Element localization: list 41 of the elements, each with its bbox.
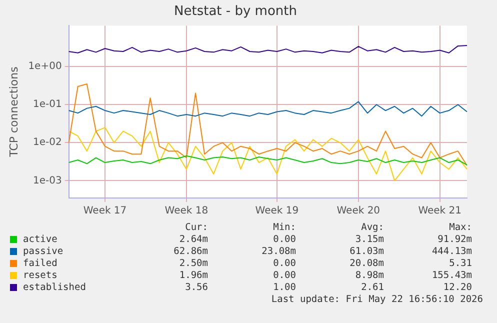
x-tick-label: Week 19: [255, 206, 299, 217]
text: 2.61: [360, 282, 384, 294]
text: 91.92m: [436, 234, 472, 246]
y-tick-label: 1e-02: [32, 137, 62, 148]
text: Cur:: [184, 222, 208, 234]
text: Min:: [272, 222, 296, 234]
text: 0.00: [272, 258, 296, 270]
text: Last update: Fri May 22 16:56:10 2026: [271, 294, 483, 305]
text: 2.64m: [178, 234, 208, 246]
legend-label: active: [22, 234, 58, 246]
legend-label: established: [22, 282, 87, 294]
y-tick-label: 1e-01: [32, 99, 62, 110]
text: Avg:: [360, 222, 384, 234]
x-tick-label: Week 17: [83, 206, 127, 217]
text: 444.13m: [430, 246, 472, 258]
text: 23.08m: [260, 246, 296, 258]
text: 0.00: [272, 234, 296, 246]
legend-label: resets: [22, 270, 58, 282]
text: 20.08m: [348, 258, 384, 270]
text: Max:: [448, 222, 472, 234]
text: 0.00: [272, 270, 296, 282]
x-tick-label: Week 20: [336, 206, 380, 217]
x-tick-label: Week 18: [164, 206, 208, 217]
text: 8.98m: [354, 270, 384, 282]
legend-label: passive: [22, 246, 64, 258]
text: 2.50m: [178, 258, 208, 270]
y-tick-label: 1e+00: [28, 61, 62, 72]
text: 61.03m: [348, 246, 384, 258]
y-tick-label: 1e-03: [32, 175, 62, 186]
text: 1.96m: [178, 270, 208, 282]
y-axis-title: TCP connections: [7, 66, 20, 158]
x-tick-label: Week 21: [418, 206, 462, 217]
text: 12.20: [442, 282, 472, 294]
legend-label: failed: [22, 258, 58, 270]
text: 62.86m: [172, 246, 208, 258]
text: 3.56: [184, 282, 208, 294]
chart-title: Netstat - by month: [174, 4, 297, 20]
text: 1.00: [272, 282, 296, 294]
text: 3.15m: [354, 234, 384, 246]
text: 5.31: [448, 258, 472, 270]
text: 155.43m: [430, 270, 472, 282]
